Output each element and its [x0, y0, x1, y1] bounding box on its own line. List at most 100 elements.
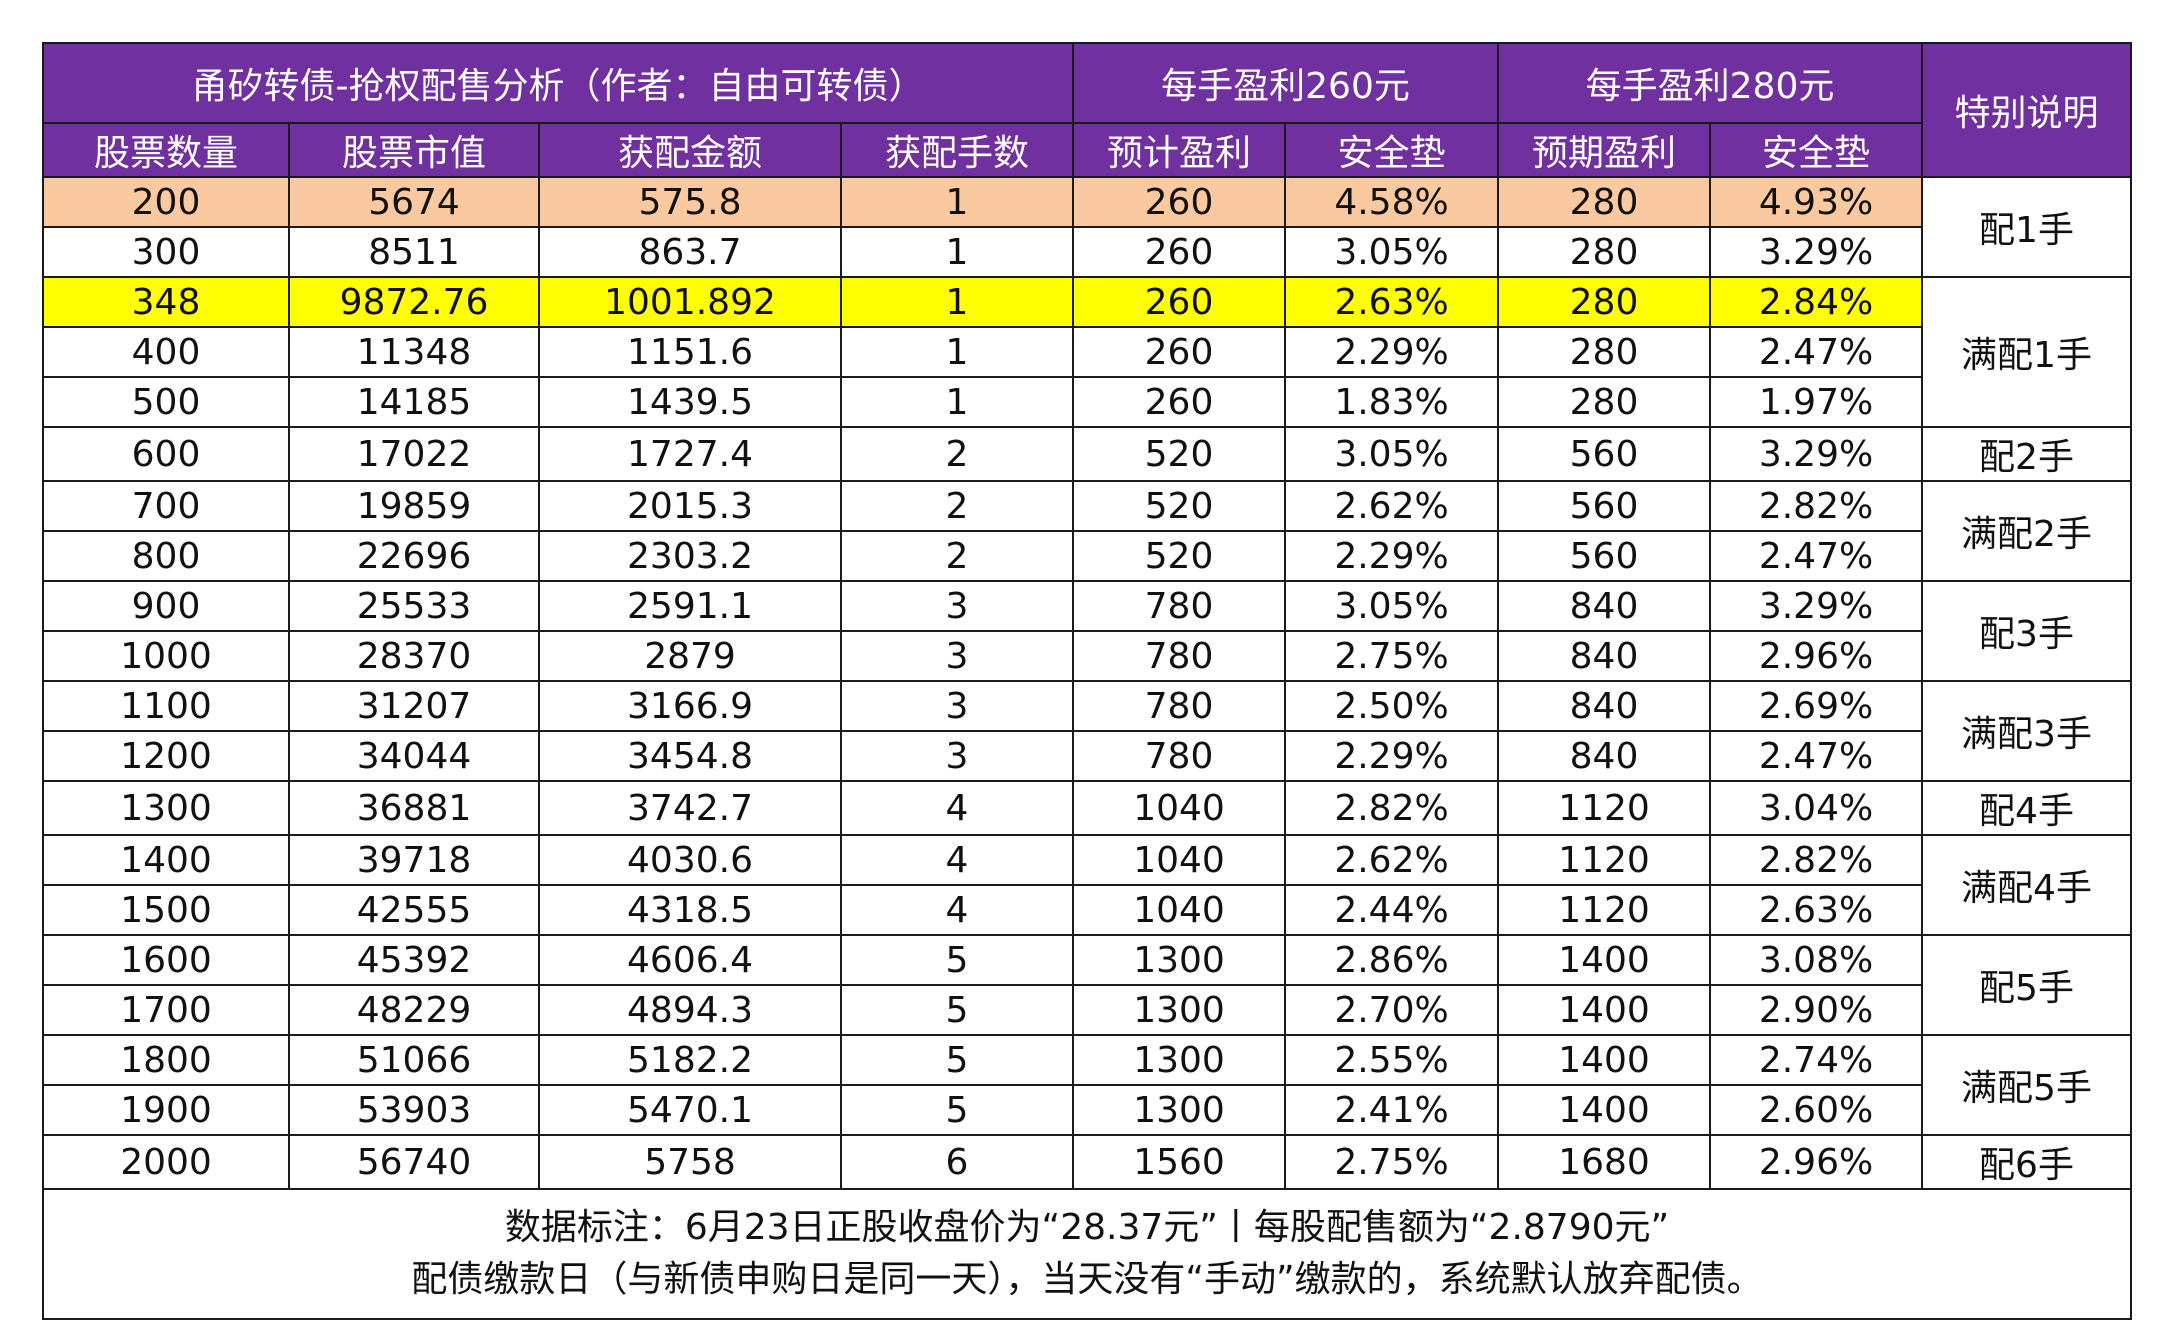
- table-cell: 2.96%: [1709, 630, 1923, 682]
- special-note-cell: 配1手: [1921, 176, 2132, 278]
- table-cell: 1300: [1072, 984, 1286, 1036]
- table-cell: 2.70%: [1284, 984, 1499, 1036]
- table-cell: 3.05%: [1284, 580, 1499, 632]
- table-cell: 2.29%: [1284, 730, 1499, 782]
- table-cell: 2591.1: [538, 580, 842, 632]
- table-cell: 1000: [42, 630, 290, 682]
- table-cell: 2.82%: [1284, 780, 1499, 836]
- table-cell: 800: [42, 530, 290, 582]
- table-cell: 2303.2: [538, 530, 842, 582]
- special-note-header: 特别说明: [1921, 42, 2132, 178]
- table-cell: 5470.1: [538, 1084, 842, 1136]
- table-cell: 4030.6: [538, 834, 842, 886]
- table-cell: 1680: [1497, 1134, 1711, 1190]
- table-row: 700 19859 2015.3 2 520 2.62% 560 2.82% 满配2手: [42, 480, 2132, 582]
- column-header-allot-amount: 获配金额: [538, 122, 842, 178]
- table-cell: 780: [1072, 630, 1286, 682]
- table-cell: 4606.4: [538, 934, 842, 986]
- table-cell: 520: [1072, 480, 1286, 532]
- table-title: 甬矽转债-抢权配售分析（作者：自由可转债）: [42, 42, 1074, 124]
- table-cell: 900: [42, 580, 290, 632]
- table-row: 300 8511 863.7 1 260 3.05% 280 3.29%: [42, 226, 2131, 278]
- table-cell: 2.44%: [1284, 884, 1499, 936]
- table-cell: 1560: [1072, 1134, 1286, 1190]
- table-cell: 500: [42, 376, 290, 428]
- table-cell: 3: [840, 580, 1074, 632]
- table-cell: 1040: [1072, 884, 1286, 936]
- table-cell: 780: [1072, 680, 1286, 732]
- table-cell: 3742.7: [538, 780, 842, 836]
- table-cell: 2: [840, 530, 1074, 582]
- table-row: 900 25533 2591.1 3 780 3.05% 840 3.29% 配3手: [42, 580, 2132, 682]
- table-cell: 1500: [42, 884, 290, 936]
- table-cell: 1300: [1072, 1084, 1286, 1136]
- table-cell: 3: [840, 680, 1074, 732]
- table-cell: 1400: [1497, 1034, 1711, 1086]
- table-row: 1200 34044 3454.8 3 780 2.29% 840 2.47%: [42, 730, 2131, 782]
- table-row: 400 11348 1151.6 1 260 2.29% 280 2.47%: [42, 326, 2131, 378]
- table-cell: 2.60%: [1709, 1084, 1923, 1136]
- table-cell: 1120: [1497, 780, 1711, 836]
- table-cell: 25533: [288, 580, 540, 632]
- column-header-cushion-280: 安全垫: [1709, 122, 1923, 178]
- table-cell: 4: [840, 834, 1074, 886]
- table-cell: 4.58%: [1284, 176, 1499, 228]
- table-row: 1400 39718 4030.6 4 1040 2.62% 1120 2.82% 满配4手: [42, 834, 2132, 936]
- table-row: 1500 42555 4318.5 4 1040 2.44% 1120 2.63%: [42, 884, 2131, 936]
- table-cell: 4: [840, 780, 1074, 836]
- table-cell: 260: [1072, 326, 1286, 378]
- table-cell: 2.50%: [1284, 680, 1499, 732]
- table-cell: 2.74%: [1709, 1034, 1923, 1086]
- table-cell: 1300: [1072, 1034, 1286, 1086]
- table-cell: 1727.4: [538, 426, 842, 482]
- table-row: 800 22696 2303.2 2 520 2.29% 560 2.47%: [42, 530, 2131, 582]
- table-row: 1100 31207 3166.9 3 780 2.50% 840 2.69% 满配3手: [42, 680, 2132, 782]
- footer-line-2: 配债缴款日（与新债申购日是同一天），当天没有“手动”缴款的，系统默认放弃配债。: [411, 1259, 1763, 1300]
- table-cell: 400: [42, 326, 290, 378]
- table-cell: 5: [840, 1034, 1074, 1086]
- table-cell: 1: [840, 376, 1074, 428]
- table-cell: 780: [1072, 730, 1286, 782]
- table-cell: 56740: [288, 1134, 540, 1190]
- table-cell: 3.05%: [1284, 426, 1499, 482]
- table-cell: 560: [1497, 480, 1711, 532]
- table-cell: 3: [840, 630, 1074, 682]
- table-cell: 840: [1497, 580, 1711, 632]
- footer-note: 数据标注：6月23日正股收盘价为“28.37元”丨每股配售额为“2.8790元”…: [42, 1188, 2132, 1320]
- table-cell: 48229: [288, 984, 540, 1036]
- table-cell: 3.29%: [1709, 426, 1923, 482]
- table-row: 1800 51066 5182.2 5 1300 2.55% 1400 2.74% 满配5手: [42, 1034, 2132, 1136]
- table-cell: 5: [840, 984, 1074, 1036]
- table-cell: 2.90%: [1709, 984, 1923, 1036]
- table-cell: 4.93%: [1709, 176, 1923, 228]
- table-cell: 2.41%: [1284, 1084, 1499, 1136]
- table-cell: 1800: [42, 1034, 290, 1086]
- table-cell: 1200: [42, 730, 290, 782]
- table-cell: 2.62%: [1284, 480, 1499, 532]
- table-cell: 1300: [42, 780, 290, 836]
- table-cell: 2.82%: [1709, 480, 1923, 532]
- table-cell: 2.84%: [1709, 276, 1923, 328]
- table-row: 1000 28370 2879 3 780 2.75% 840 2.96%: [42, 630, 2131, 682]
- table-cell: 51066: [288, 1034, 540, 1086]
- table-cell: 28370: [288, 630, 540, 682]
- special-note-cell: 配6手: [1921, 1134, 2132, 1190]
- special-note-cell: 满配1手: [1921, 276, 2132, 428]
- table-cell: 5758: [538, 1134, 842, 1190]
- table-cell: 260: [1072, 376, 1286, 428]
- table-row: 1900 53903 5470.1 5 1300 2.41% 1400 2.60%: [42, 1084, 2131, 1136]
- table-cell: 45392: [288, 934, 540, 986]
- table-cell: 575.8: [538, 176, 842, 228]
- table-cell: 1: [840, 276, 1074, 328]
- table-row: 2000 56740 5758 6 1560 2.75% 1680 2.96% 配6手: [42, 1134, 2132, 1190]
- table-cell: 1001.892: [538, 276, 842, 328]
- column-header-cushion-260: 安全垫: [1284, 122, 1499, 178]
- table-cell: 863.7: [538, 226, 842, 278]
- table-cell: 1600: [42, 934, 290, 986]
- table-cell: 348: [42, 276, 290, 328]
- table-cell: 1120: [1497, 884, 1711, 936]
- table-cell: 1400: [1497, 1084, 1711, 1136]
- table-cell: 2: [840, 426, 1074, 482]
- table-cell: 2.62%: [1284, 834, 1499, 886]
- table-cell: 8511: [288, 226, 540, 278]
